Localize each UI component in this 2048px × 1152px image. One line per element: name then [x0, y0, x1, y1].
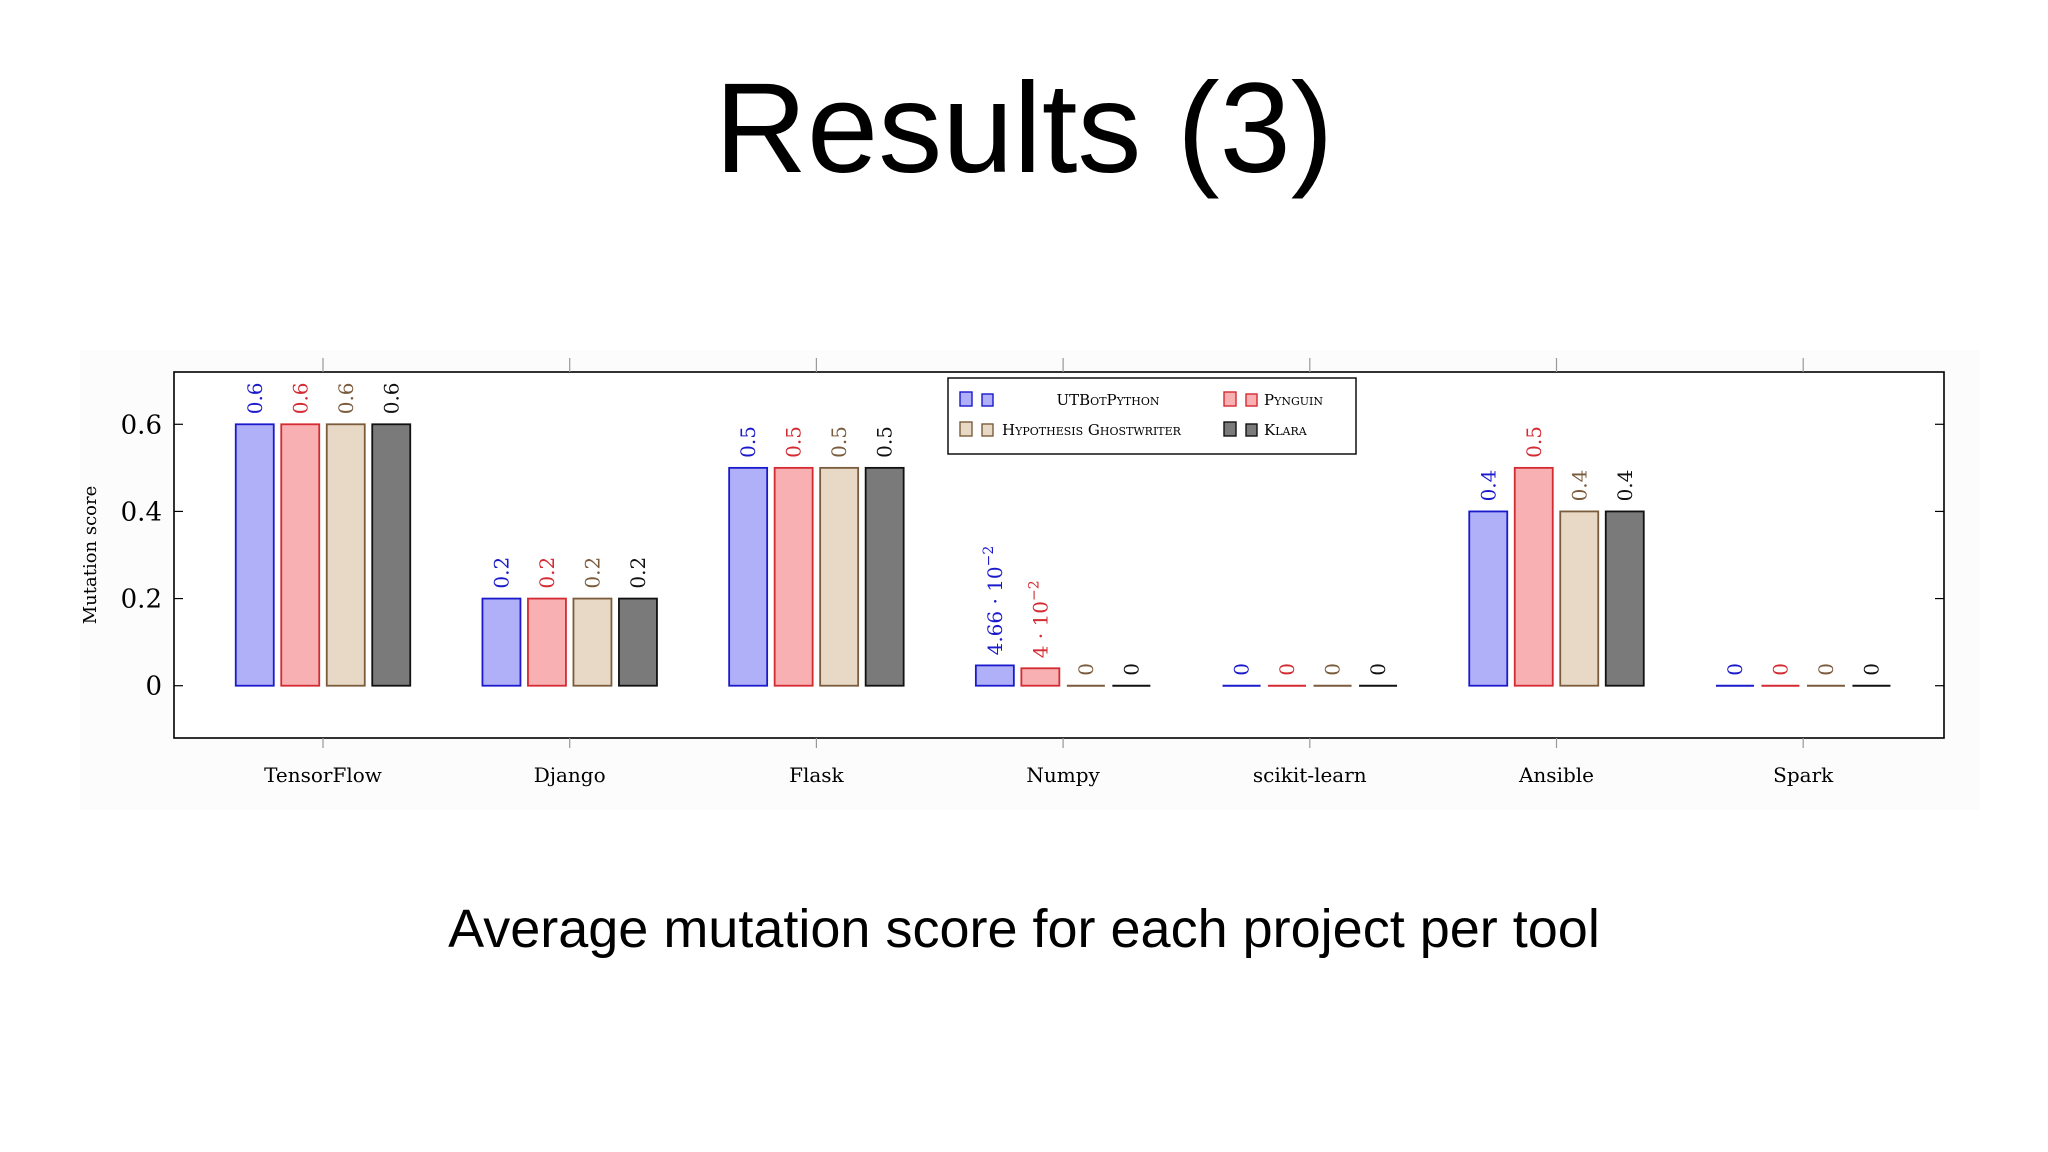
- data-label: 0.4: [1567, 470, 1591, 502]
- slide-title: Results (3): [714, 57, 1334, 200]
- data-label: 0: [1859, 663, 1883, 676]
- bar: [572, 597, 613, 687]
- data-label: 0: [1074, 663, 1098, 676]
- legend-swatch: [1245, 423, 1258, 437]
- x-tick-label: Flask: [789, 763, 844, 787]
- x-tick-label: Django: [534, 763, 606, 787]
- x-tick-label: TensorFlow: [264, 763, 382, 787]
- data-label: 0: [1321, 663, 1345, 676]
- bar: [773, 466, 814, 687]
- bar: [1513, 466, 1554, 687]
- legend-swatch: [1245, 393, 1258, 407]
- data-label: 0.6: [288, 382, 312, 414]
- data-label: 0.6: [379, 382, 403, 414]
- bar: [1468, 510, 1509, 687]
- data-label: 0: [1119, 663, 1143, 676]
- data-label: 0.5: [736, 426, 760, 458]
- data-label: 0: [1366, 663, 1390, 676]
- bar: [1604, 510, 1645, 687]
- legend: [947, 377, 1357, 455]
- y-tick-label: 0.6: [121, 410, 162, 440]
- bar: [325, 423, 366, 687]
- bar: [1020, 667, 1061, 687]
- data-label: 0.2: [626, 557, 650, 589]
- legend-swatch: [1223, 421, 1237, 437]
- data-label: 0.6: [243, 382, 267, 414]
- data-label: 0.2: [580, 557, 604, 589]
- legend-swatch: [959, 391, 973, 407]
- bar: [819, 466, 860, 687]
- legend-label: Pynguin: [1264, 391, 1323, 409]
- legend-label: UTBotPython: [1057, 391, 1160, 409]
- legend-label: Hypothesis Ghostwriter: [1002, 421, 1182, 439]
- bar: [974, 664, 1015, 687]
- legend-swatch: [981, 423, 994, 437]
- data-label: 0.2: [535, 557, 559, 589]
- data-label: 0: [1723, 663, 1747, 676]
- data-label: 0: [1768, 663, 1792, 676]
- mutation-score-bar-chart: 0 0.2 0.4 0.6 Mutation score TensorFlow 0.6 0.6…: [80, 358, 1945, 787]
- data-label: 0.5: [873, 426, 897, 458]
- x-tick-label: Numpy: [1026, 763, 1100, 787]
- data-label: 4.66 · 10−2: [981, 546, 1007, 656]
- legend-swatch: [959, 421, 973, 437]
- x-tick-label: scikit-learn: [1253, 763, 1367, 787]
- y-tick-label: 0: [145, 672, 162, 702]
- bar: [728, 466, 769, 687]
- data-label: 0.5: [782, 426, 806, 458]
- legend-swatch: [981, 393, 994, 407]
- data-label: 0.4: [1476, 470, 1500, 502]
- y-tick-label: 0.4: [121, 497, 162, 527]
- bar: [234, 423, 275, 687]
- data-label: 0.4: [1613, 470, 1637, 502]
- bar: [481, 597, 522, 687]
- slide-caption: Average mutation score for each project …: [448, 899, 1600, 959]
- bar: [1559, 510, 1600, 687]
- data-label: 0.6: [334, 382, 358, 414]
- x-tick-label: Ansible: [1518, 763, 1594, 787]
- bar: [527, 597, 567, 687]
- data-label: 0.5: [1522, 426, 1546, 458]
- bar: [864, 466, 905, 687]
- bar: [280, 423, 321, 687]
- data-label: 0: [1230, 663, 1254, 676]
- y-axis-label: Mutation score: [80, 486, 101, 625]
- bar: [371, 423, 412, 687]
- bar: [618, 597, 658, 687]
- data-label: 0.5: [827, 426, 851, 458]
- data-label: 0: [1275, 663, 1299, 676]
- y-tick-label: 0.2: [121, 585, 162, 615]
- legend-swatch: [1223, 391, 1237, 407]
- legend-label: Klara: [1264, 421, 1308, 439]
- data-label: 0.2: [489, 557, 513, 589]
- x-tick-label: Spark: [1773, 763, 1834, 787]
- chart-figure: 0 0.2 0.4 0.6 Mutation score TensorFlow 0.6 0.6…: [80, 350, 1980, 810]
- data-label: 0: [1814, 663, 1838, 676]
